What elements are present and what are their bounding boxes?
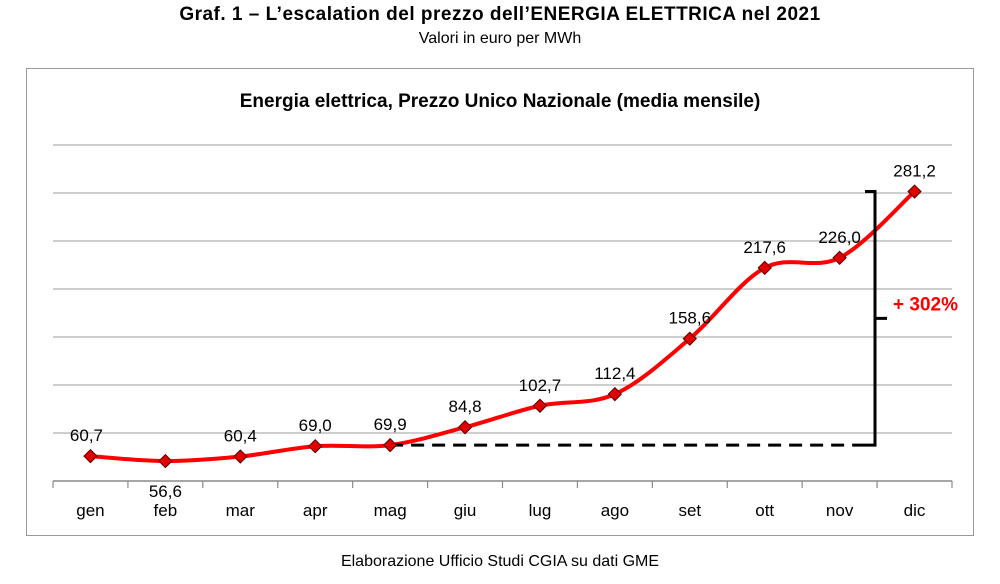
x-axis: gen feb mar apr mag giu lug ago set ott nov dic [52, 480, 953, 520]
gridlines [53, 144, 952, 434]
data-markers [83, 184, 922, 469]
data-point-marker [457, 420, 473, 435]
x-tick-label: apr [303, 501, 328, 520]
data-label: 281,2 [893, 162, 936, 181]
data-point-marker [907, 184, 922, 199]
data-label: 158,6 [669, 309, 712, 328]
data-point-marker [83, 448, 98, 464]
x-tick-label: ago [601, 501, 629, 520]
x-tick-label: ott [755, 501, 774, 520]
data-label: 56,6 [149, 482, 182, 501]
data-point-marker [532, 398, 548, 413]
figure-title: Graf. 1 – L’escalation del prezzo dell’E… [179, 4, 821, 25]
data-label: 60,7 [70, 426, 103, 445]
x-tick-label: set [678, 501, 701, 520]
data-point-marker [607, 386, 623, 402]
x-tick-label: feb [154, 501, 178, 520]
chart-title: Energia elettrica, Prezzo Unico Nazional… [240, 91, 761, 112]
increase-label: + 302% [893, 294, 958, 315]
data-point-marker [308, 438, 323, 454]
figure-subtitle: Valori in euro per MWh [418, 30, 582, 47]
increase-annotation: + 302% [390, 190, 958, 447]
series-line [88, 189, 917, 464]
data-label: 84,8 [448, 397, 481, 416]
series-path [88, 189, 917, 464]
chart-frame [26, 68, 974, 536]
data-point-marker [757, 260, 772, 276]
source-note: Elaborazione Ufficio Studi CGIA su dati … [340, 553, 660, 570]
data-label: 112,4 [594, 364, 635, 383]
data-label: 69,9 [374, 415, 407, 434]
data-labels: 60,7 56,6 60,4 69,0 69,9 84,8 102,7 112,4 158,6 2… [70, 162, 936, 502]
data-label: 69,0 [299, 416, 332, 435]
data-point-marker [832, 250, 847, 266]
x-tick-label: mar [226, 501, 256, 520]
data-point-marker [382, 437, 398, 453]
data-label: 60,4 [224, 427, 257, 446]
data-point-marker [158, 453, 173, 469]
data-label: 102,7 [519, 376, 562, 395]
x-tick-label: gen [76, 501, 104, 520]
data-point-marker [682, 331, 697, 346]
data-label: 226,0 [818, 228, 861, 247]
x-tick-label: mag [374, 501, 407, 520]
x-tick-label: nov [826, 501, 854, 520]
x-tick-label: lug [529, 501, 552, 520]
data-label: 217,6 [743, 238, 786, 257]
x-tick-label: giu [454, 501, 477, 520]
x-tick-label: dic [904, 501, 926, 520]
increase-bracket [865, 190, 887, 447]
data-point-marker [233, 449, 248, 464]
